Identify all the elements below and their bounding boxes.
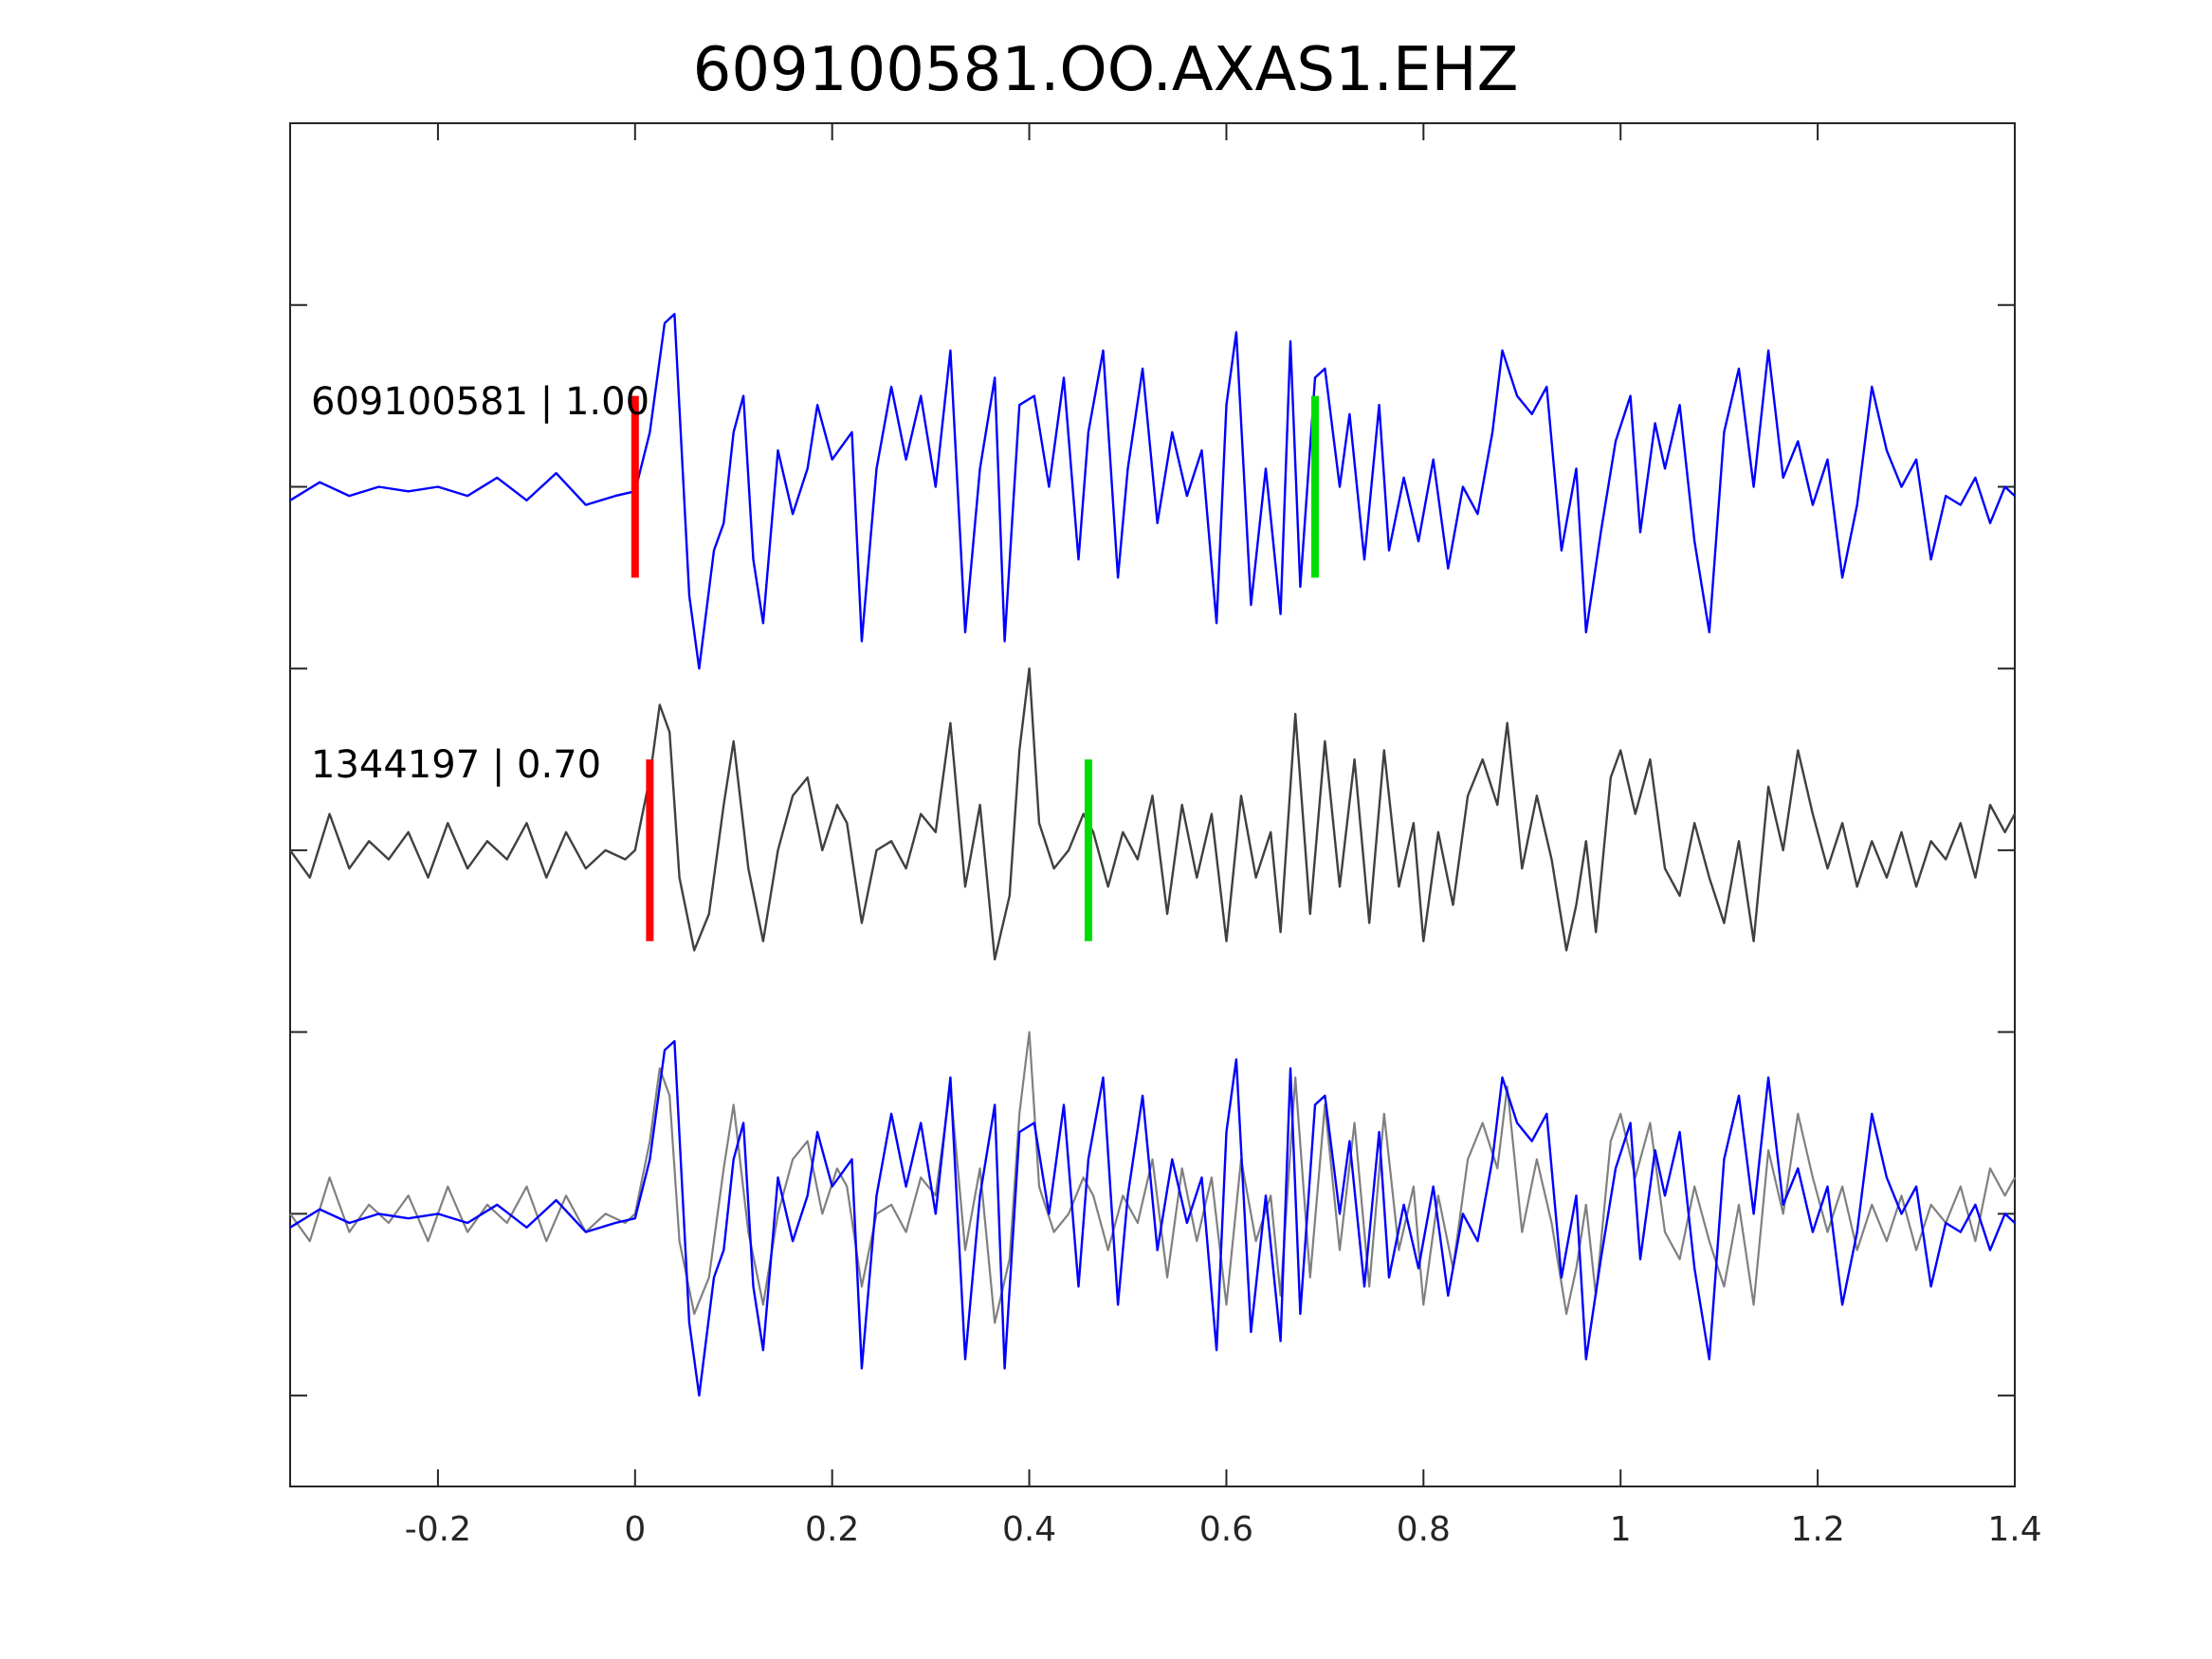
axes-frame xyxy=(289,122,2016,1487)
chart-title: 609100581.OO.AXAS1.EHZ xyxy=(693,35,1519,105)
trace-group xyxy=(289,313,2017,1397)
x-tick-label: -0.2 xyxy=(405,1510,471,1549)
trace-label-2: 1344197 | 0.70 xyxy=(311,743,601,787)
x-tick-label: 0.2 xyxy=(805,1510,859,1549)
x-axis: -0.2 0 0.2 0.4 0.6 0.8 1 1.2 1.4 xyxy=(405,123,2042,1549)
x-tick-label: 1 xyxy=(1610,1510,1632,1549)
x-tick-label: 0 xyxy=(624,1510,646,1549)
trace-line-1 xyxy=(289,313,2016,670)
x-tick-label: 1.4 xyxy=(1987,1510,2041,1549)
plot-area xyxy=(289,122,2016,1487)
x-tick-label: 0.6 xyxy=(1199,1510,1253,1549)
overlay-template-line xyxy=(289,1040,2016,1397)
trace-label-1: 609100581 | 1.00 xyxy=(311,380,649,424)
overlay-detected-line xyxy=(289,1030,2016,1324)
trace-line-2 xyxy=(289,667,2017,961)
x-tick-label: 1.2 xyxy=(1790,1510,1844,1549)
x-tick-label: 0.8 xyxy=(1397,1510,1451,1549)
trace-labels: 609100581 | 1.00 1344197 | 0.70 xyxy=(311,380,649,787)
x-tick-label: 0.4 xyxy=(1002,1510,1056,1549)
y-axis xyxy=(290,303,2015,1397)
